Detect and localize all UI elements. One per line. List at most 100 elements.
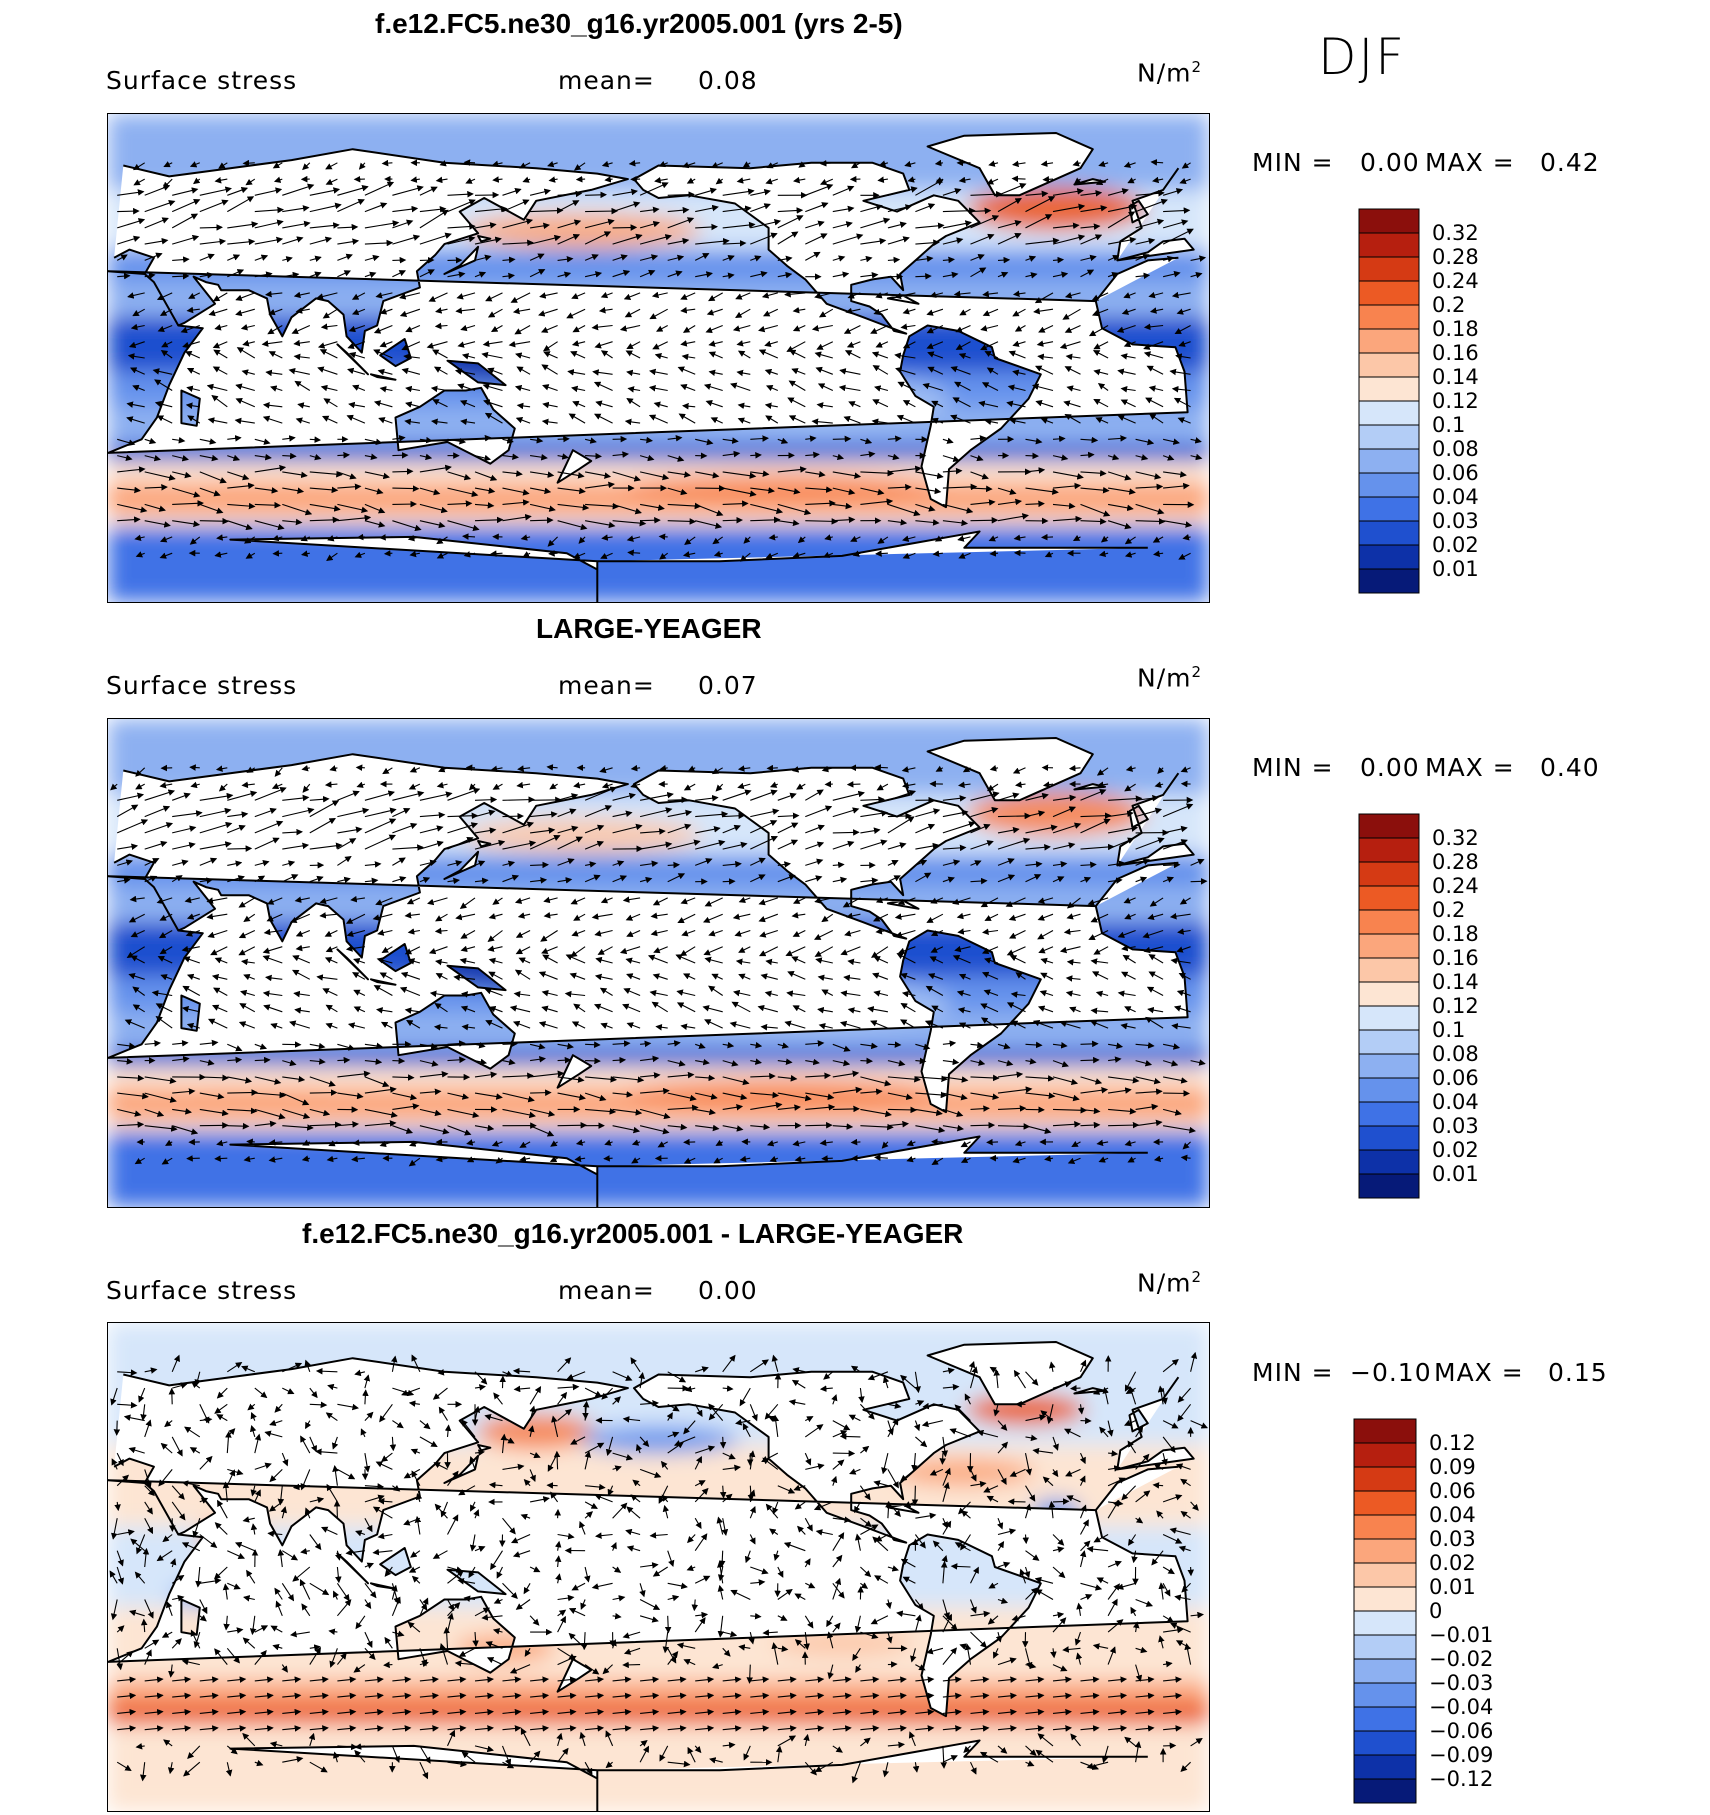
vector-arrow — [667, 206, 690, 214]
vector-arrow — [419, 269, 435, 278]
vector-arrow — [680, 340, 696, 347]
vector-arrow — [127, 292, 145, 299]
vector-arrow — [557, 200, 580, 213]
panel-2-map — [107, 718, 1210, 1208]
vector-arrow — [832, 233, 864, 245]
vector-arrow — [1116, 324, 1136, 333]
vector-arrow — [603, 1155, 613, 1162]
vector-arrow — [1070, 1385, 1081, 1392]
vector-arrow — [988, 160, 999, 167]
vector-arrow — [272, 550, 283, 557]
vector-arrow — [171, 198, 201, 213]
panel-1-min-value: 0.00 — [1360, 148, 1420, 177]
vector-arrow — [168, 1387, 176, 1405]
vector-arrow — [640, 516, 661, 524]
vector-arrow — [1107, 188, 1129, 196]
vector-arrow — [172, 272, 190, 280]
vector-arrow — [821, 1155, 833, 1162]
stress-blob — [578, 1425, 739, 1454]
vector-arrow — [293, 291, 310, 299]
vector-arrow — [1041, 533, 1054, 541]
panel-2-max-label: MAX = — [1425, 753, 1515, 782]
vector-arrow — [401, 341, 421, 351]
vector-arrow — [750, 255, 762, 262]
vector-arrow — [612, 224, 638, 231]
vector-arrow — [667, 796, 689, 804]
colorbar-tick-label: 0.18 — [1432, 922, 1479, 946]
vector-arrow — [832, 1105, 860, 1113]
vector-arrow — [1107, 254, 1120, 261]
colorbar-swatch — [1358, 1005, 1420, 1031]
vector-arrow — [953, 290, 971, 298]
vector-arrow — [309, 436, 322, 443]
vector-arrow — [240, 324, 255, 331]
stress-band — [108, 1120, 1209, 1132]
vector-arrow — [1121, 308, 1136, 315]
vector-arrow — [282, 183, 315, 196]
vector-arrow — [474, 254, 492, 261]
vector-arrow — [980, 324, 999, 332]
vector-arrow — [337, 238, 360, 245]
vector-arrow — [934, 159, 943, 167]
vector-arrow — [514, 325, 531, 335]
vector-arrow — [144, 272, 156, 280]
vector-arrow — [805, 251, 821, 261]
vector-arrow — [695, 271, 713, 278]
colorbar-swatch — [1358, 813, 1420, 839]
vector-arrow — [302, 162, 311, 171]
vector-arrow — [463, 159, 476, 166]
vector-arrow — [381, 159, 393, 167]
vector-arrow — [915, 273, 932, 280]
panel-2-title: LARGE-YEAGER — [536, 613, 762, 644]
vector-arrow — [235, 308, 255, 317]
vector-arrow — [695, 237, 730, 245]
vector-arrow — [227, 196, 255, 213]
vector-arrow — [843, 325, 861, 334]
panel-1-map — [107, 113, 1210, 603]
colorbar-swatch — [1358, 304, 1420, 330]
colorbar-swatch — [1358, 957, 1420, 983]
vector-arrow — [546, 1482, 558, 1489]
vector-arrow — [575, 175, 586, 183]
vector-arrow — [658, 160, 668, 168]
vector-arrow — [719, 1436, 727, 1449]
vector-arrow — [1025, 237, 1060, 245]
vector-arrow — [958, 176, 971, 184]
vector-arrow — [502, 239, 534, 247]
vector-arrow — [337, 185, 369, 196]
colorbar-tick-label: 0.02 — [1432, 1138, 1479, 1162]
vector-arrow — [878, 160, 889, 167]
vector-arrow — [900, 323, 916, 330]
vector-arrow — [265, 290, 283, 298]
vector-arrow — [1052, 234, 1086, 245]
vector-arrow — [819, 160, 833, 167]
vector-arrow — [860, 237, 887, 245]
vector-arrow — [777, 255, 793, 263]
colorbar-tick-label: 0.1 — [1432, 413, 1466, 437]
panel-2-variable: Surface stress — [106, 671, 298, 700]
vector-arrow — [364, 220, 400, 229]
vector-arrow — [460, 324, 476, 332]
vector-arrow — [845, 307, 861, 315]
vector-arrow — [887, 1106, 918, 1114]
colorbar-tick-label: 0.03 — [1429, 1527, 1476, 1551]
vector-arrow — [180, 324, 200, 334]
vector-arrow — [419, 186, 438, 196]
colorbar-tick-label: 0.08 — [1432, 437, 1479, 461]
colorbar-tick-label: 0.1 — [1432, 1018, 1466, 1042]
stress-blob — [620, 474, 941, 503]
vector-arrow — [1152, 176, 1164, 184]
colorbar-swatch — [1358, 981, 1420, 1007]
vector-arrow — [485, 292, 503, 302]
vector-arrow — [1107, 272, 1119, 279]
vector-arrow — [199, 238, 227, 245]
vector-arrow — [604, 176, 613, 183]
vector-arrow — [1012, 290, 1026, 298]
vector-arrow — [860, 203, 883, 213]
vector-arrow — [282, 205, 310, 213]
vector-arrow — [612, 188, 638, 196]
colorbar-tick-label: 0.03 — [1432, 509, 1479, 533]
vector-arrow — [457, 341, 476, 348]
vector-arrow — [860, 255, 873, 263]
vector-arrow — [144, 237, 169, 245]
